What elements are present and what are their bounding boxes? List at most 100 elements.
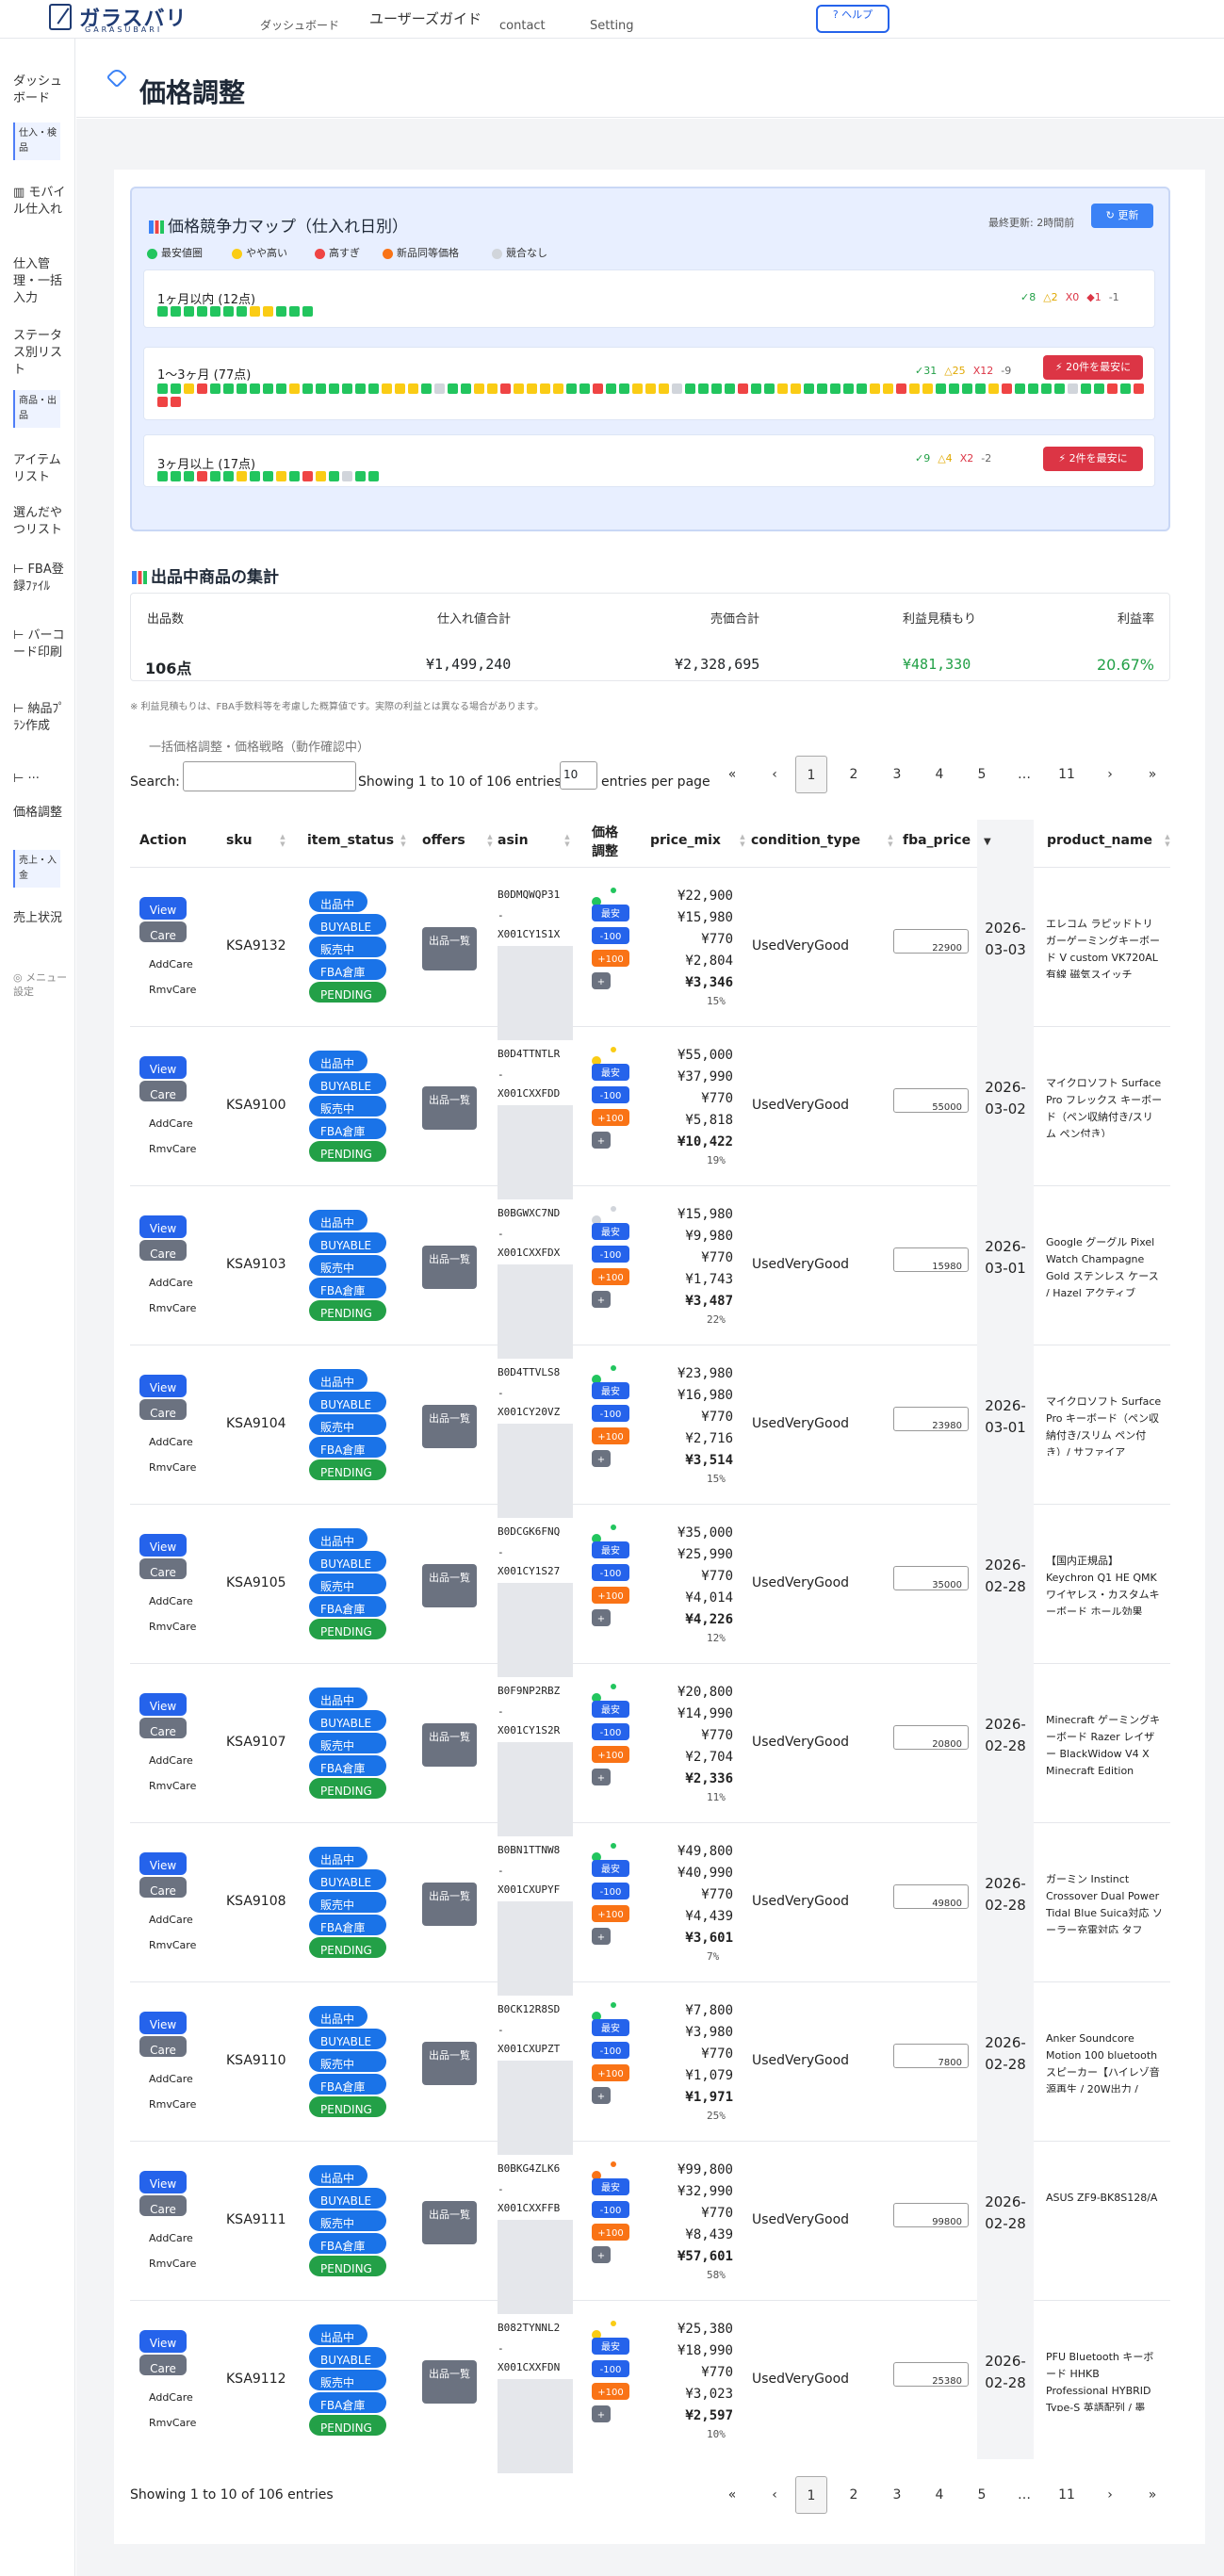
per-page-select[interactable]: 10 [560,761,597,790]
rmvcare-button[interactable]: RmvCare [149,1461,197,1474]
sort-icon[interactable]: ▲▼ [400,833,407,848]
fba-price-input[interactable]: 25380 [893,2362,969,2387]
addcare-button[interactable]: AddCare [149,1914,193,1926]
column-header[interactable]: condition_type [751,833,861,848]
care-button[interactable]: Care [139,2355,187,2375]
rmvcare-button[interactable]: RmvCare [149,1621,197,1633]
sidebar-item-sales[interactable]: 売上状況 [13,911,63,925]
addcare-button[interactable]: AddCare [149,2232,193,2244]
price-adjust-button[interactable]: 最安 [592,1382,629,1399]
sort-icon[interactable]: ▲▼ [887,833,894,848]
price-adjust-button[interactable]: +100 [592,2383,629,2400]
rmvcare-button[interactable]: RmvCare [149,1780,197,1792]
page-link[interactable]: 4 [935,767,944,782]
nav-setting[interactable]: Setting [590,19,634,33]
offers-button[interactable]: 出品一覧 [422,1723,477,1767]
price-adjust-button[interactable]: 最安 [592,2019,629,2036]
price-adjust-button[interactable]: + [592,2087,611,2104]
rmvcare-button[interactable]: RmvCare [149,1302,197,1314]
price-adjust-button[interactable]: +100 [592,1746,629,1763]
care-button[interactable]: Care [139,2036,187,2057]
bulk-adjust-link[interactable]: 一括価格調整・価格戦略（動作確認中） [149,741,370,755]
care-button[interactable]: Care [139,1718,187,1738]
price-adjust-button[interactable]: + [592,1609,611,1626]
offers-button[interactable]: 出品一覧 [422,1564,477,1607]
column-header[interactable]: product_name [1047,833,1153,848]
price-adjust-button[interactable]: +100 [592,1427,629,1444]
rmvcare-button[interactable]: RmvCare [149,2258,197,2270]
price-adjust-button[interactable]: -100 [592,2201,629,2218]
view-button[interactable]: View [139,1693,187,1716]
rmvcare-button[interactable]: RmvCare [149,2417,197,2429]
page-link[interactable]: ‹ [772,2487,777,2503]
fba-price-input[interactable]: 7800 [893,2044,969,2068]
care-button[interactable]: Care [139,1877,187,1898]
view-button[interactable]: View [139,1056,187,1079]
help-button[interactable]: ? ヘルプ [816,5,889,33]
sort-icon[interactable]: ▲▼ [279,833,286,848]
view-button[interactable]: View [139,1852,187,1875]
price-adjust-button[interactable]: 最安 [592,1860,629,1877]
page-link[interactable]: 3 [892,2487,902,2503]
column-header[interactable]: asin [498,833,529,848]
care-button[interactable]: Care [139,1081,187,1101]
sidebar-item-fba[interactable]: ⊢ FBA登録ﾌｧｲﾙ [13,562,64,594]
care-button[interactable]: Care [139,921,187,942]
page-link[interactable]: › [1107,2487,1113,2503]
sidebar-item-delivery-plan[interactable]: ⊢ 納品ﾌﾟﾗﾝ作成 [13,702,65,733]
price-adjust-button[interactable]: +100 [592,2224,629,2241]
price-adjust-button[interactable]: 最安 [592,1223,629,1240]
addcare-button[interactable]: AddCare [149,958,193,970]
price-adjust-button[interactable]: 最安 [592,2338,629,2355]
fba-price-input[interactable]: 49800 [893,1884,969,1909]
asin-text[interactable]: B0D4TTVLS8 [498,1366,561,1378]
sidebar-item-purchase-mgmt[interactable]: 仕入管理・一括入力 [13,257,63,305]
page-link[interactable]: 1 [795,2476,827,2514]
price-adjust-button[interactable]: -100 [592,2360,629,2377]
addcare-button[interactable]: AddCare [149,1117,193,1130]
sidebar-item-chosen-list[interactable]: 選んだやつリスト [13,506,63,537]
price-adjust-button[interactable]: + [592,1291,611,1308]
sort-icon[interactable]: ▲▼ [1164,833,1171,848]
page-link[interactable]: 4 [935,2487,944,2503]
product-name[interactable]: ASUS ZF9-BK8S128/A [1046,2192,1158,2204]
offers-button[interactable]: 出品一覧 [422,1883,477,1926]
column-header[interactable]: offers [422,833,465,848]
rmvcare-button[interactable]: RmvCare [149,1939,197,1951]
price-adjust-button[interactable]: + [592,1769,611,1785]
product-name[interactable]: エレコム ラピッドトリガーゲーミングキーボード V custom VK720AL… [1046,918,1160,978]
logo[interactable]: ガラスバリ GARASUBARI [49,2,190,36]
page-link[interactable]: ‹ [772,767,777,782]
page-link[interactable]: … [1018,2487,1031,2503]
page-link[interactable]: 5 [977,2487,987,2503]
sidebar-item-dashboard[interactable]: ダッシュボード [13,74,63,106]
addcare-button[interactable]: AddCare [149,1595,193,1607]
offers-button[interactable]: 出品一覧 [422,927,477,970]
page-link[interactable]: … [1018,767,1031,782]
view-button[interactable]: View [139,2330,187,2353]
view-button[interactable]: View [139,1375,187,1397]
offers-button[interactable]: 出品一覧 [422,1246,477,1289]
price-adjust-button[interactable]: +100 [592,1109,629,1126]
sort-icon[interactable]: ▲▼ [739,833,746,848]
price-adjust-button[interactable]: + [592,2405,611,2422]
optimize-button[interactable]: ⚡ 2件を最安に [1043,447,1143,471]
price-adjust-button[interactable]: +100 [592,1587,629,1604]
rmvcare-button[interactable]: RmvCare [149,2098,197,2111]
fba-price-input[interactable]: 23980 [893,1407,969,1431]
page-link[interactable]: 1 [795,756,827,793]
addcare-button[interactable]: AddCare [149,1277,193,1289]
price-adjust-button[interactable]: + [592,1450,611,1467]
product-name[interactable]: Anker Soundcore Motion 100 bluetooth スピー… [1046,2032,1160,2093]
page-link[interactable]: « [727,2487,737,2503]
addcare-button[interactable]: AddCare [149,1754,193,1767]
sidebar-item-status-list[interactable]: ステータス別リスト [13,329,63,377]
price-adjust-button[interactable]: +100 [592,1268,629,1285]
price-adjust-button[interactable]: +100 [592,1905,629,1922]
price-adjust-button[interactable]: + [592,2246,611,2263]
product-name[interactable]: Minecraft ゲーミングキーボード Razer レイザー BlackWid… [1046,1714,1161,1774]
price-adjust-button[interactable]: -100 [592,1405,629,1422]
sidebar-menu-settings[interactable]: ◎ メニュー設定 [13,971,68,998]
price-adjust-button[interactable]: -100 [592,927,629,944]
view-button[interactable]: View [139,2012,187,2034]
